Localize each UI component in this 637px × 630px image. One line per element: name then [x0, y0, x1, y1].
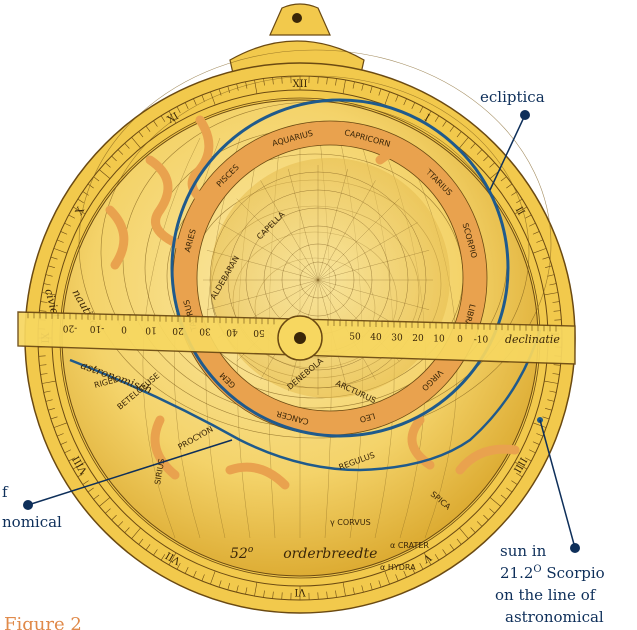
sun-label-line4: astronomical	[505, 608, 604, 626]
rule-tick-label: 30	[391, 334, 403, 344]
rule-tick-label: 40	[226, 326, 238, 336]
label-ecliptica: ecliptica	[480, 88, 545, 106]
rule-tick-label: -10	[474, 336, 489, 346]
rule-tick-label: 50	[253, 327, 265, 337]
sun-label-value: 21.2	[500, 564, 533, 582]
star-label: α HYDRA	[380, 563, 416, 572]
rete-pointer	[150, 415, 180, 480]
hour-numeral: I	[422, 113, 431, 125]
rule-tick-label: 20	[412, 334, 424, 344]
astrolabe-rule: -20 -10 0 10 20 30 40 50 50 40 30 20 10 0 -10 declinat…	[17, 311, 576, 365]
latitude-word: orderbreedte	[283, 546, 377, 562]
callout-ecliptica: ecliptica	[480, 88, 545, 191]
callout-sun: sun in 21.2O Scorpio on the line of astr…	[495, 419, 605, 626]
rule-tick-label: 10	[145, 324, 157, 334]
rule-declination-label: declinatie	[505, 333, 560, 346]
sun-label-sign: Scorpio	[542, 564, 605, 582]
latitude-engraving: 52o orderbreedte	[230, 545, 377, 562]
hour-numeral: VI	[294, 586, 306, 597]
rete-star-pointers	[105, 115, 520, 490]
svg-text:21.2O Scorpio: 21.2O Scorpio	[500, 564, 605, 582]
star-label: γ CORVUS	[330, 518, 371, 527]
rule-tick-label: 50	[349, 332, 361, 342]
left-label-line1: f	[2, 483, 9, 501]
rule-tick-marks: -20 -10 0 10 20 30 40 50 50 40 30 20 10 0 -10	[27, 312, 557, 346]
outer-degree-ticks	[38, 76, 562, 600]
svg-text:sun in: sun in	[500, 542, 547, 560]
rete-pointer	[455, 444, 520, 475]
left-label-line2: nomical	[2, 513, 62, 531]
rete-pointer	[145, 155, 185, 250]
callout-left: f nomical	[2, 439, 233, 531]
ecliptic-circle	[170, 98, 510, 438]
rule-tick-label: 0	[121, 324, 127, 334]
latitude-degree: o	[248, 545, 254, 555]
rule-tick-label: 0	[457, 335, 463, 345]
rule-tick-label: -10	[89, 323, 104, 333]
rule-tick-label: -20	[62, 322, 77, 332]
star-label: α CRATER	[390, 541, 429, 550]
hour-numeral: XII	[292, 79, 307, 90]
rule-tick-label: 30	[199, 326, 211, 336]
rule-tick-label: 40	[370, 333, 382, 343]
ecliptic-ring	[173, 121, 487, 435]
zodiac-label: LEO	[359, 411, 377, 424]
rete-pointer	[225, 462, 290, 490]
astronomical-twilight-line	[69, 329, 542, 472]
rete-pointer	[187, 115, 215, 210]
rete-pointer	[375, 147, 430, 175]
rule-tick-label: 20	[172, 325, 184, 335]
sun-label-line1: sun in	[500, 542, 547, 560]
latitude-value: 52	[230, 546, 248, 562]
sun-label-degree: O	[533, 564, 541, 575]
figure-caption: Figure 2	[4, 614, 82, 630]
hour-numeral: XI	[166, 111, 181, 126]
rule-tick-label: 10	[433, 335, 445, 345]
rete-pointer	[105, 205, 129, 270]
sun-label-line3: on the line of	[495, 586, 597, 604]
